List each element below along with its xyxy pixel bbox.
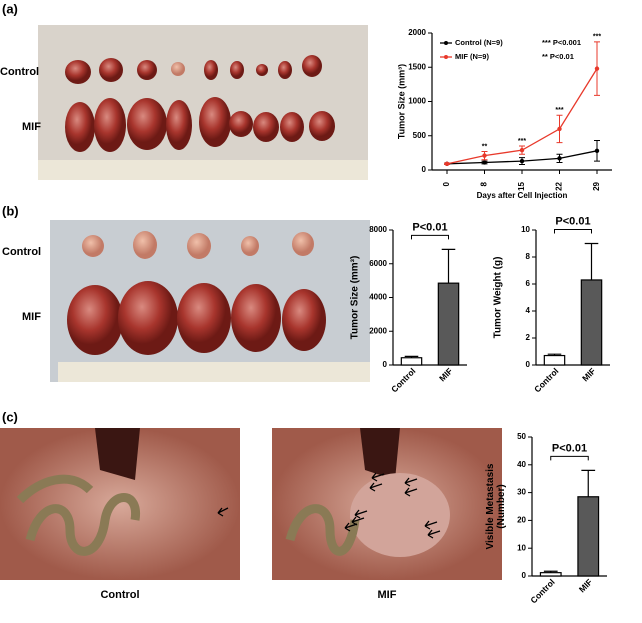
bar bbox=[400, 357, 423, 366]
y-axis-label: Visible Metastasis bbox=[485, 463, 496, 549]
point bbox=[482, 160, 487, 165]
y-tick-label: 4 bbox=[526, 306, 531, 315]
photo-label: MIF bbox=[22, 311, 41, 323]
y-tick-label: 4000 bbox=[369, 293, 387, 302]
photo-label: MIF bbox=[22, 121, 41, 133]
y-tick-label: 30 bbox=[517, 488, 526, 497]
photo-c bbox=[0, 428, 502, 580]
y-axis-label: Tumor Size (mm³) bbox=[396, 64, 406, 139]
y-axis-label: Tumor Weight (g) bbox=[493, 257, 504, 339]
arrow bbox=[354, 509, 368, 519]
y-axis-label: Tumor Size (mm³) bbox=[350, 256, 361, 340]
arrow bbox=[217, 507, 229, 517]
y-tick-label: 6000 bbox=[369, 259, 387, 268]
error-bar bbox=[581, 469, 596, 497]
point bbox=[594, 66, 600, 71]
photo-b bbox=[50, 220, 370, 382]
annotation: ** P<0.01 bbox=[542, 52, 574, 61]
y-tick-label: 2 bbox=[526, 333, 531, 342]
y-tick-label: 0 bbox=[526, 360, 531, 369]
y-tick-label: 0 bbox=[383, 360, 388, 369]
annotation: P<0.01 bbox=[412, 221, 447, 233]
error-bar bbox=[441, 248, 456, 284]
bar bbox=[580, 279, 603, 366]
x-tick-label: 22 bbox=[555, 181, 564, 190]
photo-label: MIF bbox=[378, 589, 397, 601]
significance-label: *** bbox=[593, 34, 601, 41]
y-tick-label: 40 bbox=[517, 460, 526, 469]
legend-label: Control (N=9) bbox=[455, 38, 503, 47]
significance-bracket bbox=[411, 234, 449, 240]
point bbox=[519, 158, 525, 164]
x-tick-label: MIF bbox=[437, 366, 454, 383]
photo-a bbox=[38, 25, 368, 180]
y-tick-label: 6 bbox=[526, 279, 531, 288]
point bbox=[557, 126, 562, 132]
panel-label: (b) bbox=[2, 203, 19, 218]
legend-marker bbox=[444, 55, 448, 59]
x-tick-label: 8 bbox=[480, 181, 489, 186]
point bbox=[557, 156, 562, 161]
y-tick-label: 10 bbox=[521, 225, 530, 234]
y-tick-label: 50 bbox=[517, 432, 526, 441]
arrow bbox=[404, 487, 418, 497]
annotation: P<0.01 bbox=[552, 442, 587, 454]
legend-label: MIF (N=9) bbox=[455, 52, 489, 61]
point bbox=[594, 148, 600, 154]
x-tick-label: 29 bbox=[592, 181, 601, 190]
y-tick-label: 8000 bbox=[369, 225, 387, 234]
photo-label: Control bbox=[0, 66, 39, 78]
y-axis-label: (Number) bbox=[496, 484, 507, 528]
bar bbox=[539, 572, 562, 577]
y-tick-label: 0 bbox=[422, 165, 427, 174]
x-tick-label: 15 bbox=[517, 181, 526, 190]
arrow bbox=[424, 520, 438, 530]
x-axis-label: Days after Cell Injection bbox=[477, 191, 568, 200]
arrow bbox=[344, 522, 358, 532]
arrow bbox=[369, 482, 383, 492]
x-tick-label: 0 bbox=[442, 181, 451, 186]
x-tick-label: MIF bbox=[580, 366, 597, 383]
bar bbox=[543, 354, 566, 366]
panel-label: (c) bbox=[2, 409, 18, 424]
x-tick-label: MIF bbox=[577, 577, 594, 594]
y-tick-label: 20 bbox=[517, 516, 526, 525]
significance-label: *** bbox=[555, 107, 563, 114]
x-tick-label: Control bbox=[528, 577, 556, 605]
annotation: P<0.01 bbox=[555, 215, 590, 227]
y-tick-label: 8 bbox=[526, 252, 531, 261]
point bbox=[519, 147, 525, 153]
photo-label: Control bbox=[100, 589, 139, 601]
significance-bracket bbox=[554, 229, 592, 234]
y-tick-label: 1500 bbox=[408, 62, 426, 71]
arrow bbox=[427, 529, 441, 539]
arrow bbox=[371, 472, 385, 482]
y-tick-label: 10 bbox=[517, 543, 526, 552]
y-tick-label: 1000 bbox=[408, 97, 426, 106]
y-tick-label: 2000 bbox=[408, 28, 426, 37]
point bbox=[482, 153, 487, 158]
legend-marker bbox=[444, 41, 448, 45]
error-bar bbox=[584, 242, 599, 280]
panel-label: (a) bbox=[2, 1, 18, 16]
y-tick-label: 500 bbox=[413, 131, 427, 140]
significance-label: *** bbox=[518, 138, 526, 145]
x-tick-label: Control bbox=[532, 366, 560, 394]
bar bbox=[577, 496, 600, 577]
y-tick-label: 0 bbox=[522, 571, 527, 580]
point bbox=[444, 161, 450, 167]
arrow bbox=[404, 477, 418, 487]
y-tick-label: 2000 bbox=[369, 326, 387, 335]
significance-bracket bbox=[550, 455, 589, 461]
photo-label: Control bbox=[2, 246, 41, 258]
annotation: *** P<0.001 bbox=[542, 38, 581, 47]
significance-label: ** bbox=[482, 143, 488, 150]
x-tick-label: Control bbox=[389, 366, 417, 394]
bar bbox=[437, 282, 460, 366]
